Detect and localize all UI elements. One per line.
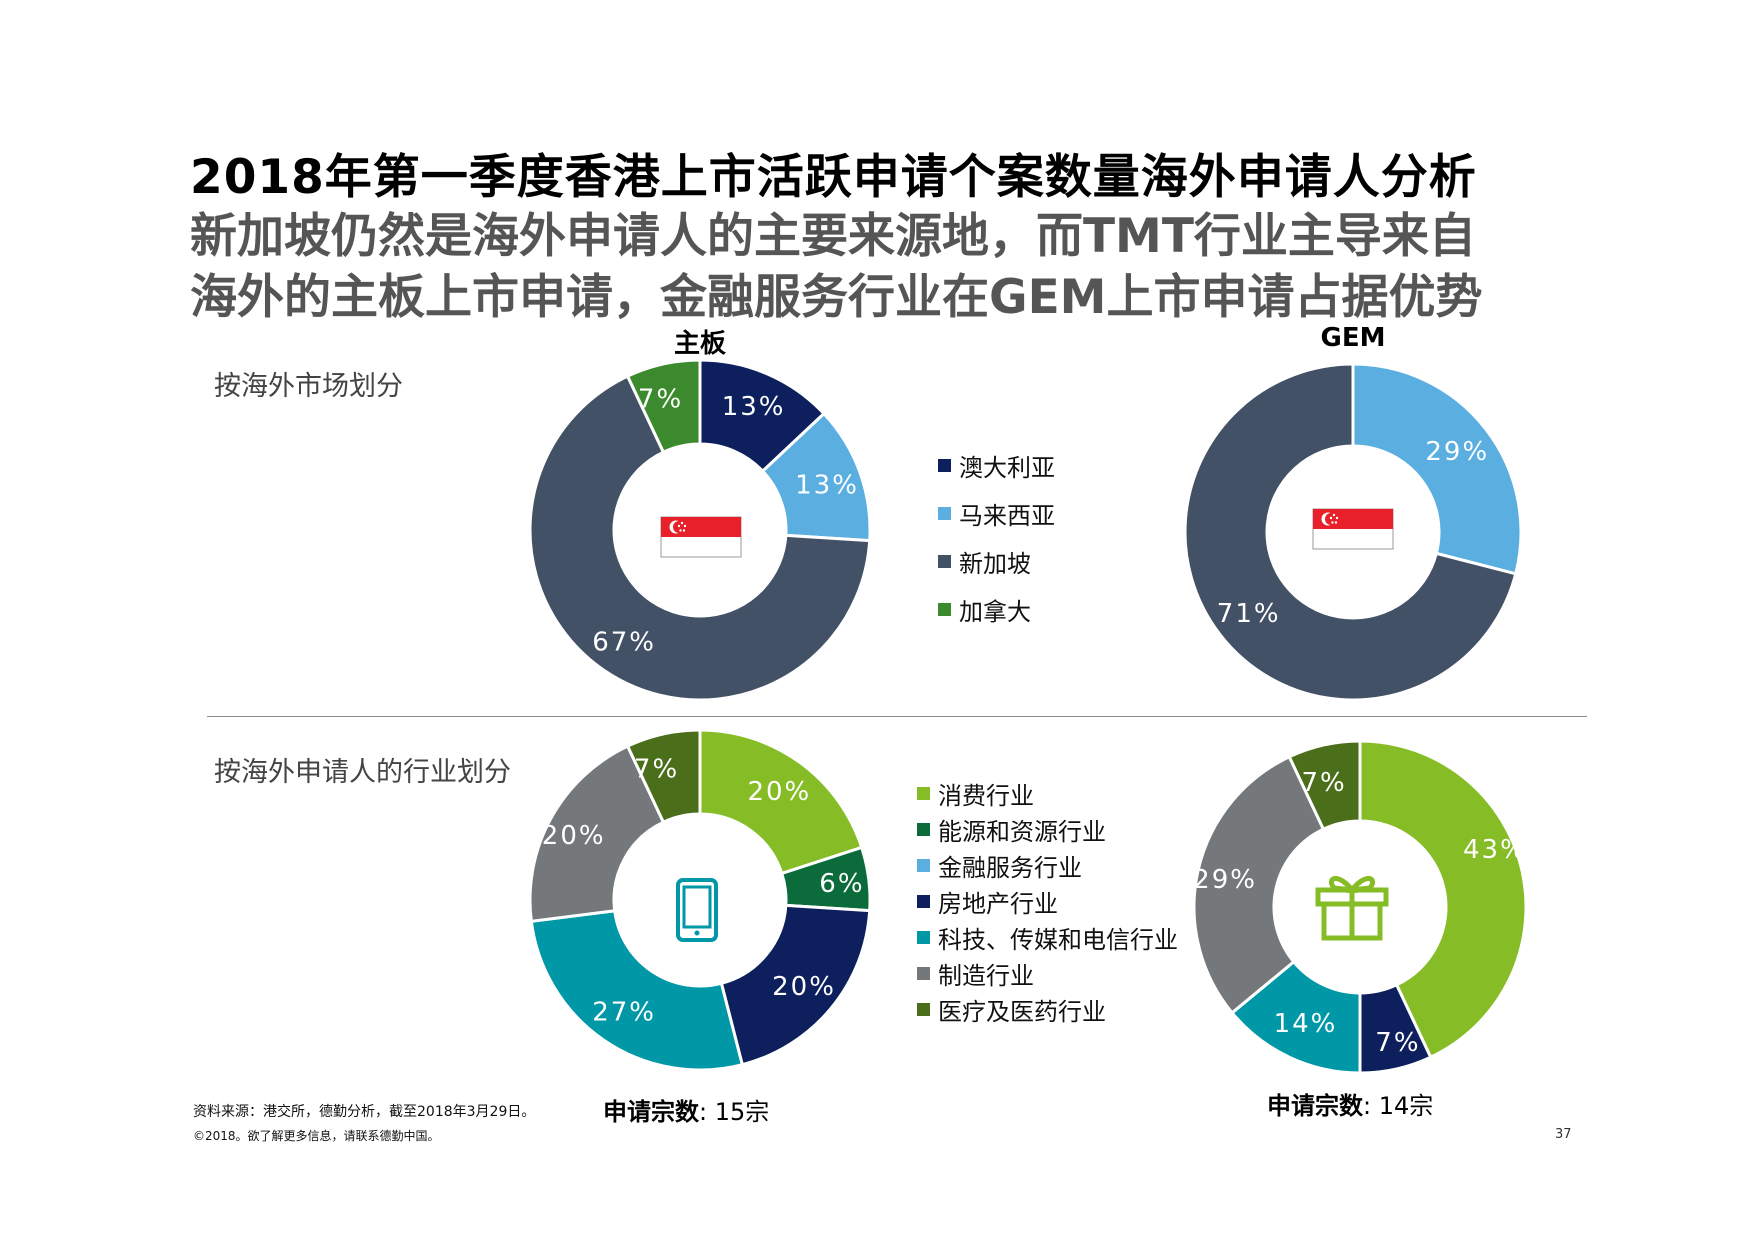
- legend-item: 金融服务行业: [917, 847, 1178, 883]
- legend-label: 加拿大: [959, 597, 1031, 626]
- page-number: 37: [1555, 1127, 1572, 1142]
- legend-market: 澳大利亚 马来西亚 新加坡 加拿大: [938, 441, 1055, 633]
- legend-label: 房地产行业: [938, 889, 1058, 918]
- legend-swatch: [938, 506, 951, 520]
- legend-swatch: [917, 966, 930, 980]
- legend-swatch: [917, 930, 930, 944]
- count-gem-value: : 14宗: [1363, 1092, 1434, 1120]
- donut-market-gem: 29% 71%: [1183, 362, 1523, 702]
- singapore-flag-icon: [1312, 508, 1394, 550]
- legend-item: 房地产行业: [917, 883, 1178, 919]
- legend-swatch: [938, 458, 951, 472]
- donut-slice-label: 7%: [634, 754, 679, 784]
- legend-item: 消费行业: [917, 775, 1178, 811]
- legend-item: 马来西亚: [938, 489, 1055, 537]
- legend-label: 科技、传媒和电信行业: [938, 925, 1178, 954]
- donut-slice: [1192, 754, 1326, 1015]
- singapore-flag-icon: [660, 516, 742, 558]
- donut-slice-label: 20%: [772, 972, 836, 1002]
- legend-label: 能源和资源行业: [938, 817, 1106, 846]
- legend-label: 马来西亚: [959, 501, 1055, 530]
- page-title: 2018年第一季度香港上市活跃申请个案数量海外申请人分析: [190, 150, 1477, 205]
- donut-slice-label: 43%: [1463, 835, 1527, 865]
- donut-slice: [528, 744, 666, 923]
- donut-industry-gem: 43% 7% 14% 29% 7%: [1192, 739, 1528, 1075]
- legend-item: 新加坡: [938, 537, 1055, 585]
- donut-slice: [719, 903, 872, 1067]
- legend-swatch: [917, 894, 930, 908]
- donut-slice: [1351, 362, 1523, 576]
- donut-slice-label: 27%: [592, 998, 656, 1028]
- count-main: 申请宗数: 15宗: [603, 1092, 769, 1127]
- legend-swatch: [938, 554, 951, 568]
- legend-item: 加拿大: [938, 585, 1055, 633]
- legend-item: 制造行业: [917, 955, 1178, 991]
- legend-industry: 消费行业 能源和资源行业 金融服务行业 房地产行业 科技、传媒和电信行业 制造行…: [917, 775, 1178, 1027]
- legend-label: 消费行业: [938, 781, 1034, 810]
- page-subtitle-line2: 海外的主板上市申请，金融服务行业在GEM上市申请占据优势: [190, 270, 1483, 325]
- donut-slice-label: 7%: [638, 384, 683, 414]
- donut-slice: [625, 728, 702, 825]
- donut-slice-label: 13%: [795, 470, 859, 500]
- section-label-market: 按海外市场划分: [214, 371, 403, 402]
- legend-label: 制造行业: [938, 961, 1034, 990]
- page-subtitle-line1: 新加坡仍然是海外申请人的主要来源地，而TMT行业主导来自: [190, 209, 1476, 264]
- count-gem: 申请宗数: 14宗: [1267, 1086, 1433, 1121]
- donut-slice-label: 7%: [1375, 1028, 1420, 1058]
- legend-swatch: [917, 822, 930, 836]
- legend-item: 医疗及医药行业: [917, 991, 1178, 1027]
- donut-slice: [625, 358, 702, 455]
- legend-swatch: [917, 786, 930, 800]
- donut-slice-label: 13%: [722, 392, 786, 422]
- legend-label: 金融服务行业: [938, 853, 1082, 882]
- section-divider: [207, 716, 1587, 717]
- donut-slice-label: 6%: [819, 869, 864, 899]
- donut-slice-label: 29%: [1193, 865, 1257, 895]
- donut-slice-label: 14%: [1274, 1009, 1338, 1039]
- donut-slice: [528, 374, 872, 702]
- tablet-icon: [676, 878, 718, 942]
- legend-label: 医疗及医药行业: [938, 997, 1106, 1026]
- count-main-value: : 15宗: [699, 1098, 770, 1126]
- donut-industry-main: 20% 6% 20% 27% 20% 7%: [528, 728, 872, 1072]
- donut-slice-label: 67%: [592, 628, 656, 658]
- donut-slice-label: 29%: [1425, 437, 1489, 467]
- footer-source: 资料来源：港交所，德勤分析，截至2018年3月29日。: [193, 1104, 536, 1120]
- legend-swatch: [917, 1002, 930, 1016]
- legend-item: 澳大利亚: [938, 441, 1055, 489]
- gift-icon: [1315, 876, 1389, 941]
- legend-label: 澳大利亚: [959, 453, 1055, 482]
- count-gem-label: 申请宗数: [1267, 1092, 1363, 1120]
- donut-slice: [698, 728, 864, 876]
- legend-swatch: [938, 602, 951, 616]
- column-header-gem: GEM: [1320, 323, 1386, 353]
- section-label-industry: 按海外申请人的行业划分: [214, 757, 511, 788]
- column-header-main: 主板: [673, 329, 727, 359]
- donut-slice-label: 71%: [1217, 599, 1281, 629]
- legend-label: 新加坡: [959, 549, 1031, 578]
- footer-copyright: ©2018。欲了解更多信息，请联系德勤中国。: [193, 1129, 440, 1143]
- donut-slice: [529, 909, 745, 1072]
- donut-market-main: 13% 13% 67% 7%: [528, 358, 872, 702]
- donut-slice-label: 20%: [542, 821, 606, 851]
- legend-item: 能源和资源行业: [917, 811, 1178, 847]
- donut-slice-label: 7%: [1301, 768, 1346, 798]
- legend-item: 科技、传媒和电信行业: [917, 919, 1178, 955]
- donut-slice: [1287, 739, 1362, 832]
- count-main-label: 申请宗数: [603, 1098, 699, 1126]
- donut-slice: [1358, 739, 1528, 1060]
- legend-swatch: [917, 858, 930, 872]
- donut-slice: [1183, 362, 1518, 702]
- donut-slice-label: 20%: [747, 777, 811, 807]
